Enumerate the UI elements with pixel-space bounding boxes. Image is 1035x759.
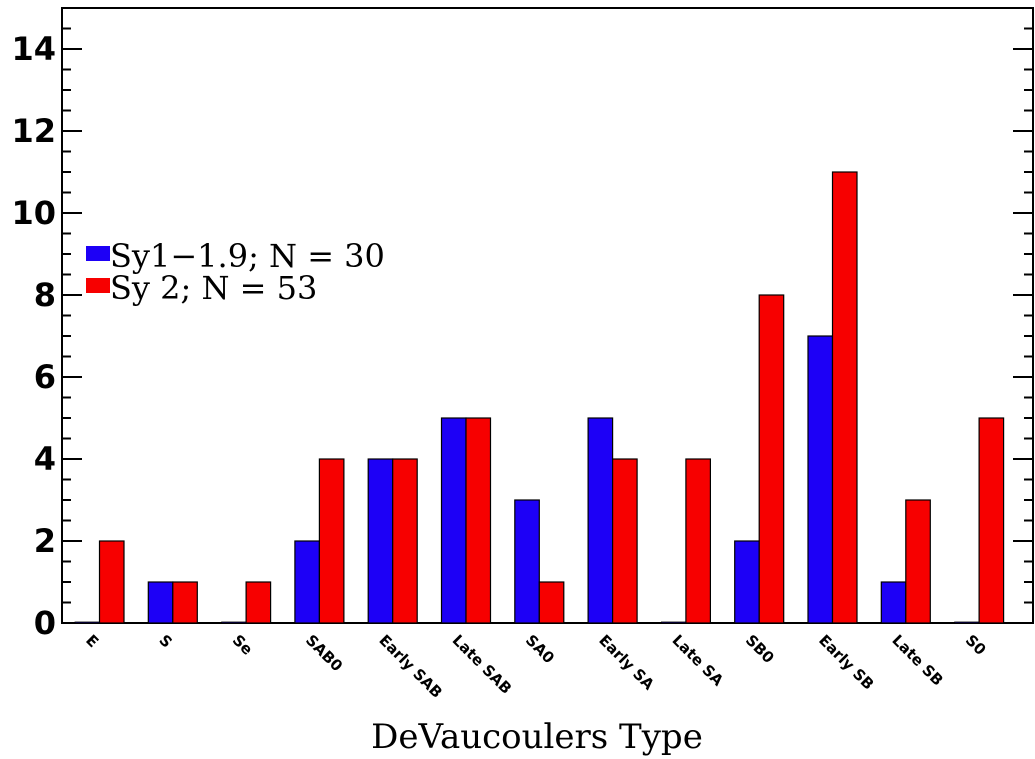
y-tick-label: 12 xyxy=(11,112,56,150)
bar-sy1-s0 xyxy=(954,621,980,624)
x-category-label: Late SA xyxy=(669,631,728,690)
y-tick-label: 2 xyxy=(34,522,56,560)
axis-ticks xyxy=(62,7,1033,604)
y-tick-label: 4 xyxy=(34,440,56,478)
bar-sy1-s xyxy=(147,581,174,624)
bar-sy1-early-sa xyxy=(587,417,614,624)
y-tick-labels: 0 2 4 6 8 10 12 14 xyxy=(11,30,56,642)
y-tick-label: 10 xyxy=(11,194,56,232)
y-tick-label: 14 xyxy=(11,30,56,68)
x-category-label: SA0 xyxy=(522,631,558,667)
bar-sy2-late-sa xyxy=(685,458,712,624)
bar-sy1-late-sa xyxy=(661,621,687,624)
bar-sy2-late-sab xyxy=(465,417,492,624)
bar-sy1-late-sb xyxy=(880,581,907,624)
x-category-label: S xyxy=(155,631,175,651)
x-category-label: Late SAB xyxy=(449,631,516,698)
bar-sy1-sb0 xyxy=(734,540,760,624)
bars-group xyxy=(74,171,1005,624)
bar-sy1-e xyxy=(74,621,100,624)
bar-sy2-sb0 xyxy=(758,294,785,624)
x-category-label: S0 xyxy=(962,631,990,659)
bar-sy2-e xyxy=(98,540,125,624)
x-category-label: E xyxy=(82,631,102,651)
x-category-label: SB0 xyxy=(742,631,778,667)
y-tick-label: 6 xyxy=(34,358,56,396)
bar-sy2-se xyxy=(245,581,272,624)
bar-sy1-early-sab xyxy=(367,458,394,624)
bar-sy2-late-sb xyxy=(905,499,931,624)
legend-swatch xyxy=(86,246,110,261)
bar-sy1-early-sb xyxy=(807,335,834,624)
bar-sy2-s0 xyxy=(978,417,1005,624)
legend-swatch xyxy=(86,278,110,293)
bar-sy1-sab0 xyxy=(294,540,320,624)
legend-label: Sy 2; N = 53 xyxy=(110,269,317,307)
x-category-label: Se xyxy=(229,631,257,659)
y-tick-label: 8 xyxy=(34,276,56,314)
bar-sy1-late-sab xyxy=(440,417,467,624)
x-category-label: Early SAB xyxy=(375,631,446,702)
x-axis-title: DeVaucoulers Type xyxy=(371,717,703,757)
bar-sy2-early-sa xyxy=(611,458,638,624)
x-category-labels: E S Se SAB0 Early SAB Late SAB SA0 Early SA Late… xyxy=(82,631,989,702)
bar-sy2-sab0 xyxy=(318,458,345,624)
plot-frame xyxy=(61,7,1034,624)
x-category-label: SAB0 xyxy=(302,631,346,675)
legend-label: Sy1−1.9; N = 30 xyxy=(110,237,385,275)
bar-sy1-sa0 xyxy=(514,499,540,624)
bar-sy2-early-sb xyxy=(831,171,858,624)
bar-sy1-se xyxy=(221,621,247,624)
y-tick-label: 0 xyxy=(34,604,56,642)
x-category-label: Late SB xyxy=(888,631,946,689)
x-category-label: Early SB xyxy=(815,631,877,693)
bar-sy2-early-sab xyxy=(392,458,418,624)
bar-sy2-sa0 xyxy=(538,581,565,624)
x-category-label: Early SA xyxy=(595,631,658,694)
bar-sy2-s xyxy=(172,581,198,624)
